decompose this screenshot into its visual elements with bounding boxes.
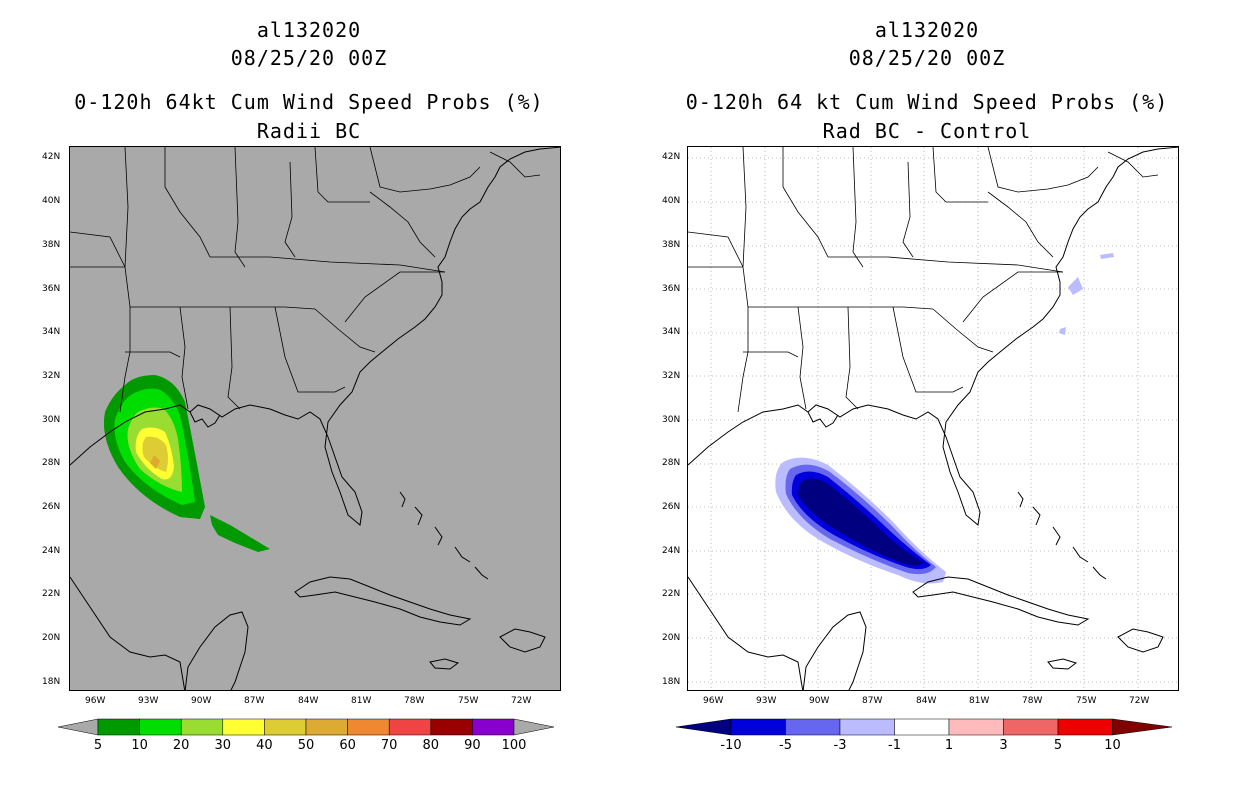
lon-label: 90W xyxy=(809,696,830,706)
left-panel: al132020 08/25/20 00Z 0-120h 64kt Cum Wi… xyxy=(42,18,561,753)
datetime: 08/25/20 00Z xyxy=(848,46,1006,70)
lon-label: 75W xyxy=(458,696,479,706)
colorbar-label: -1 xyxy=(888,738,901,753)
colorbar-swatches xyxy=(675,718,1173,736)
lat-label: 26N xyxy=(662,502,681,512)
colorbar-label: 1 xyxy=(944,738,954,753)
lat-label: 42N xyxy=(42,152,61,162)
colorbar-label: 90 xyxy=(464,738,481,753)
diff-lt-1-sc xyxy=(1059,327,1066,335)
lat-label: 24N xyxy=(42,546,61,556)
lat-label: 40N xyxy=(662,196,681,206)
lon-label: 81W xyxy=(351,696,372,706)
colorbar-label: 20 xyxy=(172,738,190,753)
map-canvas xyxy=(688,147,1178,690)
colorbar-label: 10 xyxy=(131,738,148,753)
lat-label: 28N xyxy=(42,458,61,468)
colorbar-label: 50 xyxy=(297,738,315,753)
lat-label: 38N xyxy=(42,240,61,250)
map-canvas xyxy=(70,147,560,690)
lat-label: 28N xyxy=(662,458,681,468)
lat-label: 34N xyxy=(42,327,61,337)
lon-label: 78W xyxy=(1022,696,1043,706)
datetime: 08/25/20 00Z xyxy=(230,46,388,70)
lon-label: 87W xyxy=(244,696,265,706)
prob-40-50 xyxy=(142,436,168,472)
colorbar-label: -5 xyxy=(779,738,792,753)
lon-label: 90W xyxy=(191,696,212,706)
colorbar-label: 80 xyxy=(422,738,440,753)
lat-label: 32N xyxy=(662,371,681,381)
lat-label: 22N xyxy=(42,589,61,599)
lat-label: 30N xyxy=(662,415,681,425)
panel-title: 0-120h 64 kt Cum Wind Speed Probs (%) xyxy=(685,90,1169,114)
lon-label: 96W xyxy=(85,696,106,706)
panel-subtitle: Radii BC xyxy=(256,119,362,143)
lat-label: 18N xyxy=(662,677,681,687)
map-area xyxy=(69,146,561,691)
lon-label: 87W xyxy=(862,696,883,706)
storm-id: al132020 xyxy=(874,18,980,42)
colorbar-label: -3 xyxy=(833,738,847,753)
lon-label: 75W xyxy=(1076,696,1097,706)
lat-label: 34N xyxy=(662,327,681,337)
colorbar-label: -10 xyxy=(720,738,742,753)
panel-subtitle: Rad BC - Control xyxy=(822,119,1032,143)
colorbar-label: 100 xyxy=(501,738,527,753)
diff-lt-1-east xyxy=(1068,277,1083,295)
lon-label: 84W xyxy=(916,696,937,706)
lat-label: 22N xyxy=(662,589,681,599)
colorbar-label: 10 xyxy=(1104,738,1121,753)
colorbar-swatches xyxy=(57,718,555,736)
lat-label: 36N xyxy=(662,284,681,294)
colorbar: -10 -5 -3 -1 1 3 5 10 xyxy=(675,718,1173,753)
colorbar-label: 40 xyxy=(256,738,273,753)
lat-label: 38N xyxy=(662,240,681,250)
lat-label: 32N xyxy=(42,371,61,381)
storm-id: al132020 xyxy=(256,18,362,42)
colorbar-label: 5 xyxy=(93,738,103,753)
lon-label: 84W xyxy=(298,696,319,706)
colorbar-label: 3 xyxy=(999,738,1008,753)
lat-label: 24N xyxy=(662,546,681,556)
colorbar-label: 30 xyxy=(214,738,232,753)
lon-label: 72W xyxy=(1129,696,1150,706)
lat-label: 26N xyxy=(42,502,61,512)
lon-label: 96W xyxy=(703,696,724,706)
prob-5-10-south xyxy=(210,515,270,552)
prob-50-60 xyxy=(150,455,160,469)
lat-label: 40N xyxy=(42,196,61,206)
diff-lt-10 xyxy=(798,478,924,566)
lat-label: 20N xyxy=(42,633,61,643)
gridlines xyxy=(688,147,1178,690)
lon-label: 78W xyxy=(404,696,425,706)
lat-label: 18N xyxy=(42,677,61,687)
colorbar-label: 70 xyxy=(380,738,398,753)
panel-title: 0-120h 64kt Cum Wind Speed Probs (%) xyxy=(74,90,544,114)
lon-label: 72W xyxy=(511,696,532,706)
map-area xyxy=(687,146,1179,691)
diff-lt-1-ne xyxy=(1100,253,1114,259)
colorbar: 5 10 20 30 40 50 60 70 80 90 100 xyxy=(57,718,555,753)
colorbar-label: 60 xyxy=(339,738,356,753)
lat-label: 36N xyxy=(42,284,61,294)
lon-label: 93W xyxy=(756,696,777,706)
right-panel: al132020 08/25/20 00Z 0-120h 64 kt Cum W… xyxy=(618,0,1236,800)
lon-label: 93W xyxy=(138,696,159,706)
lat-label: 42N xyxy=(662,152,681,162)
lat-label: 20N xyxy=(662,633,681,643)
lat-label: 30N xyxy=(42,415,61,425)
colorbar-label: 5 xyxy=(1053,738,1063,753)
lon-label: 81W xyxy=(969,696,990,706)
